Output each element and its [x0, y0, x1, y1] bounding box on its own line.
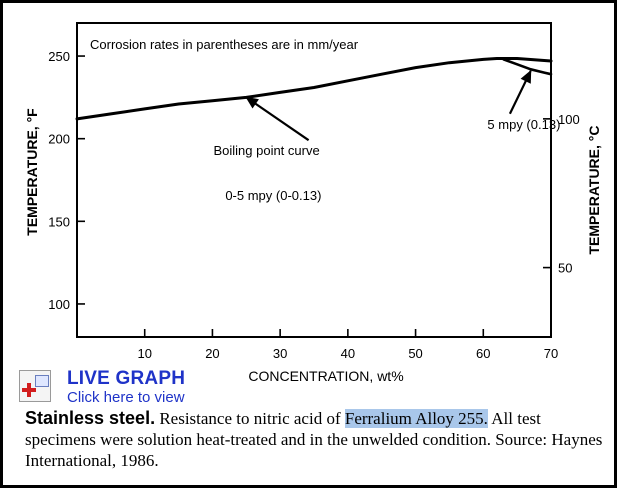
x-tick-label: 10 — [137, 346, 151, 361]
y-left-tick-label: 200 — [48, 132, 70, 147]
click-here-link[interactable]: Click here to view — [67, 389, 185, 406]
x-tick-label: 60 — [476, 346, 490, 361]
y-right-axis-title: TEMPERATURE, °C — [586, 125, 602, 254]
caption-lead: Stainless steel. — [25, 408, 156, 428]
annotation-arrowhead-1 — [245, 96, 259, 109]
series-line-1 — [75, 57, 553, 121]
caption-text-before: Resistance to nitric acid of — [155, 409, 345, 428]
chart: 10 20 30 40 50 60 70 100 150 200 250 50 100 CONCENTRA… — [24, 22, 602, 384]
x-tick-label: 50 — [408, 346, 422, 361]
series-line-2 — [502, 58, 553, 76]
x-tick-label: 30 — [273, 346, 287, 361]
x-tick-label: 20 — [205, 346, 219, 361]
annotation-label-3: 0-5 mpy (0-0.13) — [225, 188, 321, 203]
x-tick-label: 70 — [544, 346, 558, 361]
x-tick-label: 40 — [341, 346, 355, 361]
caption-text-after: All test specimens were solution heat-tr… — [25, 409, 603, 470]
figure-caption: Stainless steel. Resistance to nitric ac… — [25, 408, 614, 471]
annotation-arrow-1 — [245, 96, 310, 142]
caption-highlight: Ferralium Alloy 255. — [344, 409, 488, 428]
y-left-tick-label: 100 — [48, 297, 70, 312]
plot-layer: 10 20 30 40 50 60 70 100 150 200 250 50 100 CONCENTRA… — [24, 22, 602, 384]
graph-plus-icon[interactable] — [19, 370, 51, 402]
annotation-arrowhead-2 — [520, 69, 532, 84]
live-graph-widget[interactable]: LIVE GRAPH Click here to view — [19, 368, 219, 408]
y-right-tick-label: 50 — [558, 261, 572, 276]
y-right-tick-label: 100 — [558, 112, 580, 127]
live-graph-title[interactable]: LIVE GRAPH — [67, 368, 186, 389]
annotation-label-2: 5 mpy (0.13) — [487, 117, 560, 132]
chart-note: Corrosion rates in parentheses are in mm… — [90, 37, 359, 52]
plot-frame — [76, 22, 552, 338]
figure-panel: 10 20 30 40 50 60 70 100 150 200 250 50 100 CONCENTRA… — [3, 3, 614, 485]
annotation-label-1: Boiling point curve — [213, 143, 319, 158]
x-axis-title: CONCENTRATION, wt% — [248, 368, 403, 384]
y-left-tick-label: 250 — [48, 49, 70, 64]
y-left-tick-label: 150 — [48, 214, 70, 229]
y-left-axis-title: TEMPERATURE, °F — [24, 108, 40, 236]
